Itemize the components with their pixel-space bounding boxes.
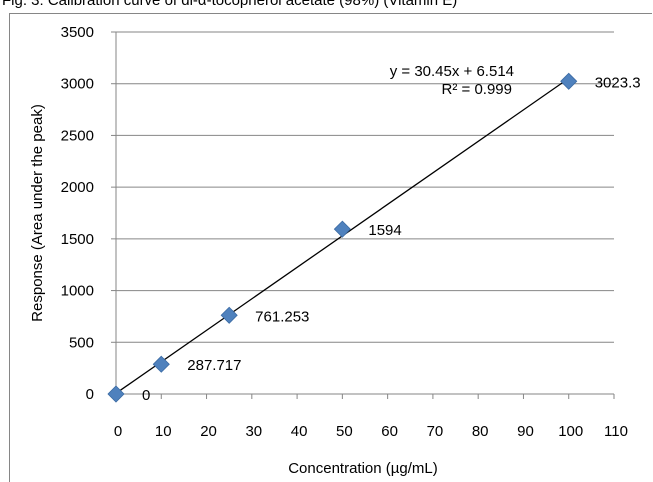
data-labels: 0 287.717 761.253 1594 3023.3 <box>142 74 641 404</box>
x-tick-label: 100 <box>558 423 583 440</box>
data-point <box>107 385 125 403</box>
x-tick-label: 50 <box>336 423 353 440</box>
y-tick-label: 0 <box>86 386 94 403</box>
axes <box>111 31 615 399</box>
data-label: 0 <box>142 387 150 404</box>
y-axis-title: Response (Area under the peak) <box>29 104 46 322</box>
x-tick-label: 90 <box>517 423 534 440</box>
y-tick-label: 2000 <box>61 179 94 196</box>
y-tick-labels: 0 500 1000 1500 2000 2500 3000 3500 <box>61 24 94 403</box>
data-point <box>333 220 351 238</box>
data-label: 3023.3 <box>595 74 641 91</box>
x-tick-labels: 0 10 20 30 40 50 60 70 80 90 100 110 <box>114 423 628 440</box>
y-tick-label: 1000 <box>61 283 94 300</box>
trendline-equation: y = 30.45x + 6.514 <box>390 63 514 80</box>
x-tick-label: 70 <box>427 423 444 440</box>
data-label: 761.253 <box>255 308 309 325</box>
x-tick-label: 10 <box>155 423 172 440</box>
y-tick-label: 1500 <box>61 231 94 248</box>
x-tick-label: 0 <box>114 423 122 440</box>
x-axis-title: Concentration (µg/mL) <box>288 460 438 477</box>
data-point <box>560 72 578 90</box>
data-label: 1594 <box>368 222 401 239</box>
data-points <box>107 72 578 403</box>
gridlines <box>116 31 614 343</box>
x-tick-label: 80 <box>472 423 489 440</box>
x-tick-label: 40 <box>291 423 308 440</box>
data-point <box>152 355 170 373</box>
y-tick-label: 3000 <box>61 76 94 93</box>
y-tick-label: 3500 <box>61 24 94 41</box>
r-squared-label: R² = 0.999 <box>442 81 512 98</box>
x-tick-label: 60 <box>381 423 398 440</box>
x-tick-label: 20 <box>200 423 217 440</box>
x-tick-label: 30 <box>245 423 262 440</box>
y-tick-label: 2500 <box>61 127 94 144</box>
x-tick-label: 110 <box>604 423 628 440</box>
y-tick-label: 500 <box>69 334 94 351</box>
figure-caption: Fig. 3: Calibration curve of dl-α-tocoph… <box>2 0 458 9</box>
data-label: 287.717 <box>187 357 241 374</box>
data-point <box>220 306 238 324</box>
chart-frame <box>9 13 652 482</box>
